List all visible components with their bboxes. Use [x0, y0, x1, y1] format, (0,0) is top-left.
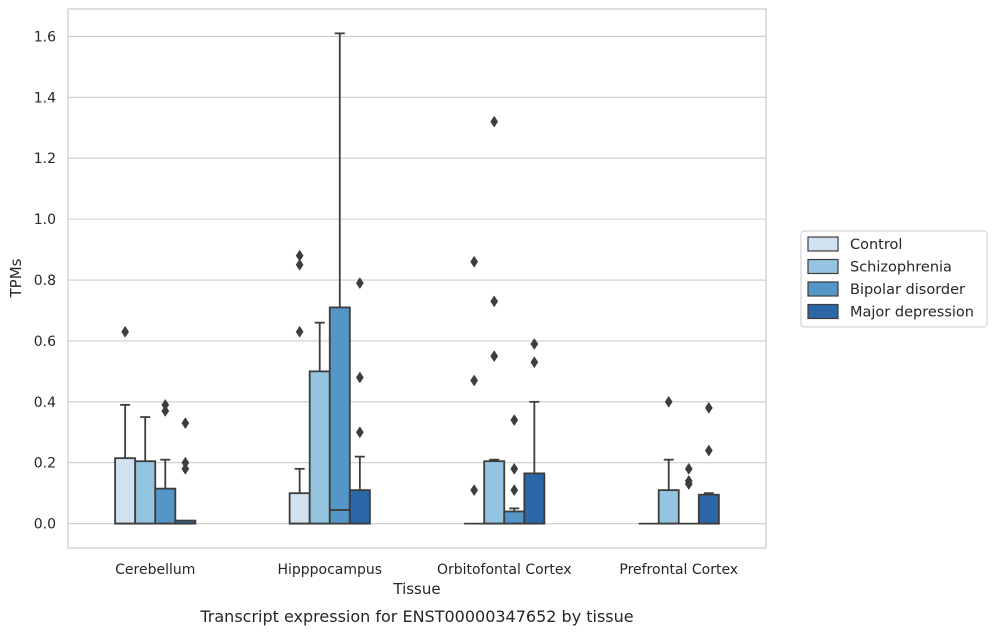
box-body [503, 510, 526, 525]
outlier-point [470, 255, 479, 268]
legend-label: Control [850, 237, 902, 253]
outlier-point [295, 325, 304, 338]
box-body [697, 493, 720, 525]
outlier-point [510, 414, 519, 427]
box-body [114, 457, 137, 525]
box-series [114, 32, 720, 525]
series-group [114, 249, 659, 525]
box-body [134, 460, 157, 525]
outlier-point [355, 277, 364, 290]
box-mark [348, 277, 371, 525]
outlier-point [490, 350, 499, 363]
chart-caption: Transcript expression for ENST0000034765… [199, 607, 633, 626]
legend-item: Bipolar disorder [807, 281, 965, 298]
legend-label: Major depression [850, 305, 974, 321]
outlier-point [161, 405, 170, 417]
legend-swatch [807, 258, 839, 275]
outlier-point [181, 417, 190, 430]
legend-label: Schizophrenia [850, 260, 952, 276]
box-mark [134, 416, 157, 525]
x-axis-ticks: Cerebellum Hipppocampus Orbitofontal Corte… [115, 562, 738, 578]
series-group [154, 32, 699, 525]
outlier-point [510, 462, 519, 475]
box-mark [154, 398, 177, 525]
box-mark [114, 325, 137, 525]
legend-swatch [807, 236, 839, 252]
x-tick-label: Cerebellum [115, 562, 195, 578]
box-body [483, 460, 506, 525]
outlier-point [664, 395, 673, 408]
x-tick-label: Hipppocampus [277, 562, 382, 578]
outlier-point [355, 426, 364, 439]
outlier-point [704, 401, 713, 414]
y-tick-label: 1.6 [34, 29, 56, 45]
legend-item: Control [807, 236, 902, 253]
box-mark [697, 401, 720, 525]
outlier-point [470, 484, 479, 497]
plot-area-frame [67, 8, 767, 549]
box-mark [503, 414, 526, 525]
outlier-point [121, 325, 130, 338]
legend-item: Major depression [807, 303, 974, 321]
outlier-point [181, 462, 190, 475]
outlier-point [161, 398, 170, 411]
outlier-point [490, 295, 499, 308]
box-body [154, 487, 177, 525]
box-mark [328, 32, 351, 525]
box-mark [174, 417, 197, 525]
series-group [174, 277, 720, 525]
legend-swatch [807, 281, 839, 297]
box-mark [678, 462, 699, 525]
outlier-point [530, 338, 539, 350]
box-body [288, 492, 311, 525]
y-axis-title: TPMs [7, 258, 25, 298]
y-tick-label: 0.4 [34, 395, 56, 411]
x-tick-label: Orbitofontal Cortex [437, 562, 572, 578]
outlier-point [355, 371, 364, 384]
x-axis-title: Tissue [392, 580, 440, 598]
box-mark [523, 338, 546, 525]
series-group [134, 115, 680, 525]
y-tick-label: 1.0 [34, 212, 56, 228]
box-body [328, 306, 351, 525]
grid-lines [68, 35, 766, 525]
outlier-point [181, 456, 190, 469]
outlier-point [510, 484, 519, 497]
outlier-point [470, 374, 479, 387]
legend-swatch [807, 303, 839, 320]
box-mark [657, 395, 680, 525]
y-tick-label: 0.6 [34, 334, 56, 350]
legend: Control Schizophrenia Bipolar disorder Majo… [800, 230, 988, 328]
box-mark [288, 249, 311, 525]
outlier-point [684, 462, 693, 475]
y-tick-label: 0.0 [34, 517, 56, 533]
box-body [657, 489, 680, 525]
y-axis-ticks: 0.0 0.2 0.4 0.6 0.8 1.0 1.2 1.4 1.6 [34, 29, 56, 532]
legend-frame [800, 230, 988, 328]
box-mark [483, 115, 506, 525]
outlier-point [704, 444, 713, 457]
box-body [523, 472, 546, 525]
y-tick-label: 1.2 [34, 151, 56, 167]
outlier-point [295, 258, 304, 271]
outlier-point [295, 249, 304, 262]
y-tick-label: 0.8 [34, 273, 56, 289]
box-body [348, 489, 371, 525]
y-tick-label: 1.4 [34, 90, 56, 106]
box-mark [308, 321, 331, 525]
outlier-point [490, 115, 499, 128]
x-tick-label: Prefrontal Cortex [619, 562, 738, 578]
box-mark [464, 255, 485, 525]
outlier-point [684, 475, 693, 487]
outlier-point [530, 356, 539, 369]
box-body [308, 370, 331, 525]
legend-label: Bipolar disorder [850, 282, 965, 298]
legend-item: Schizophrenia [807, 258, 952, 276]
y-tick-label: 0.2 [34, 456, 56, 472]
